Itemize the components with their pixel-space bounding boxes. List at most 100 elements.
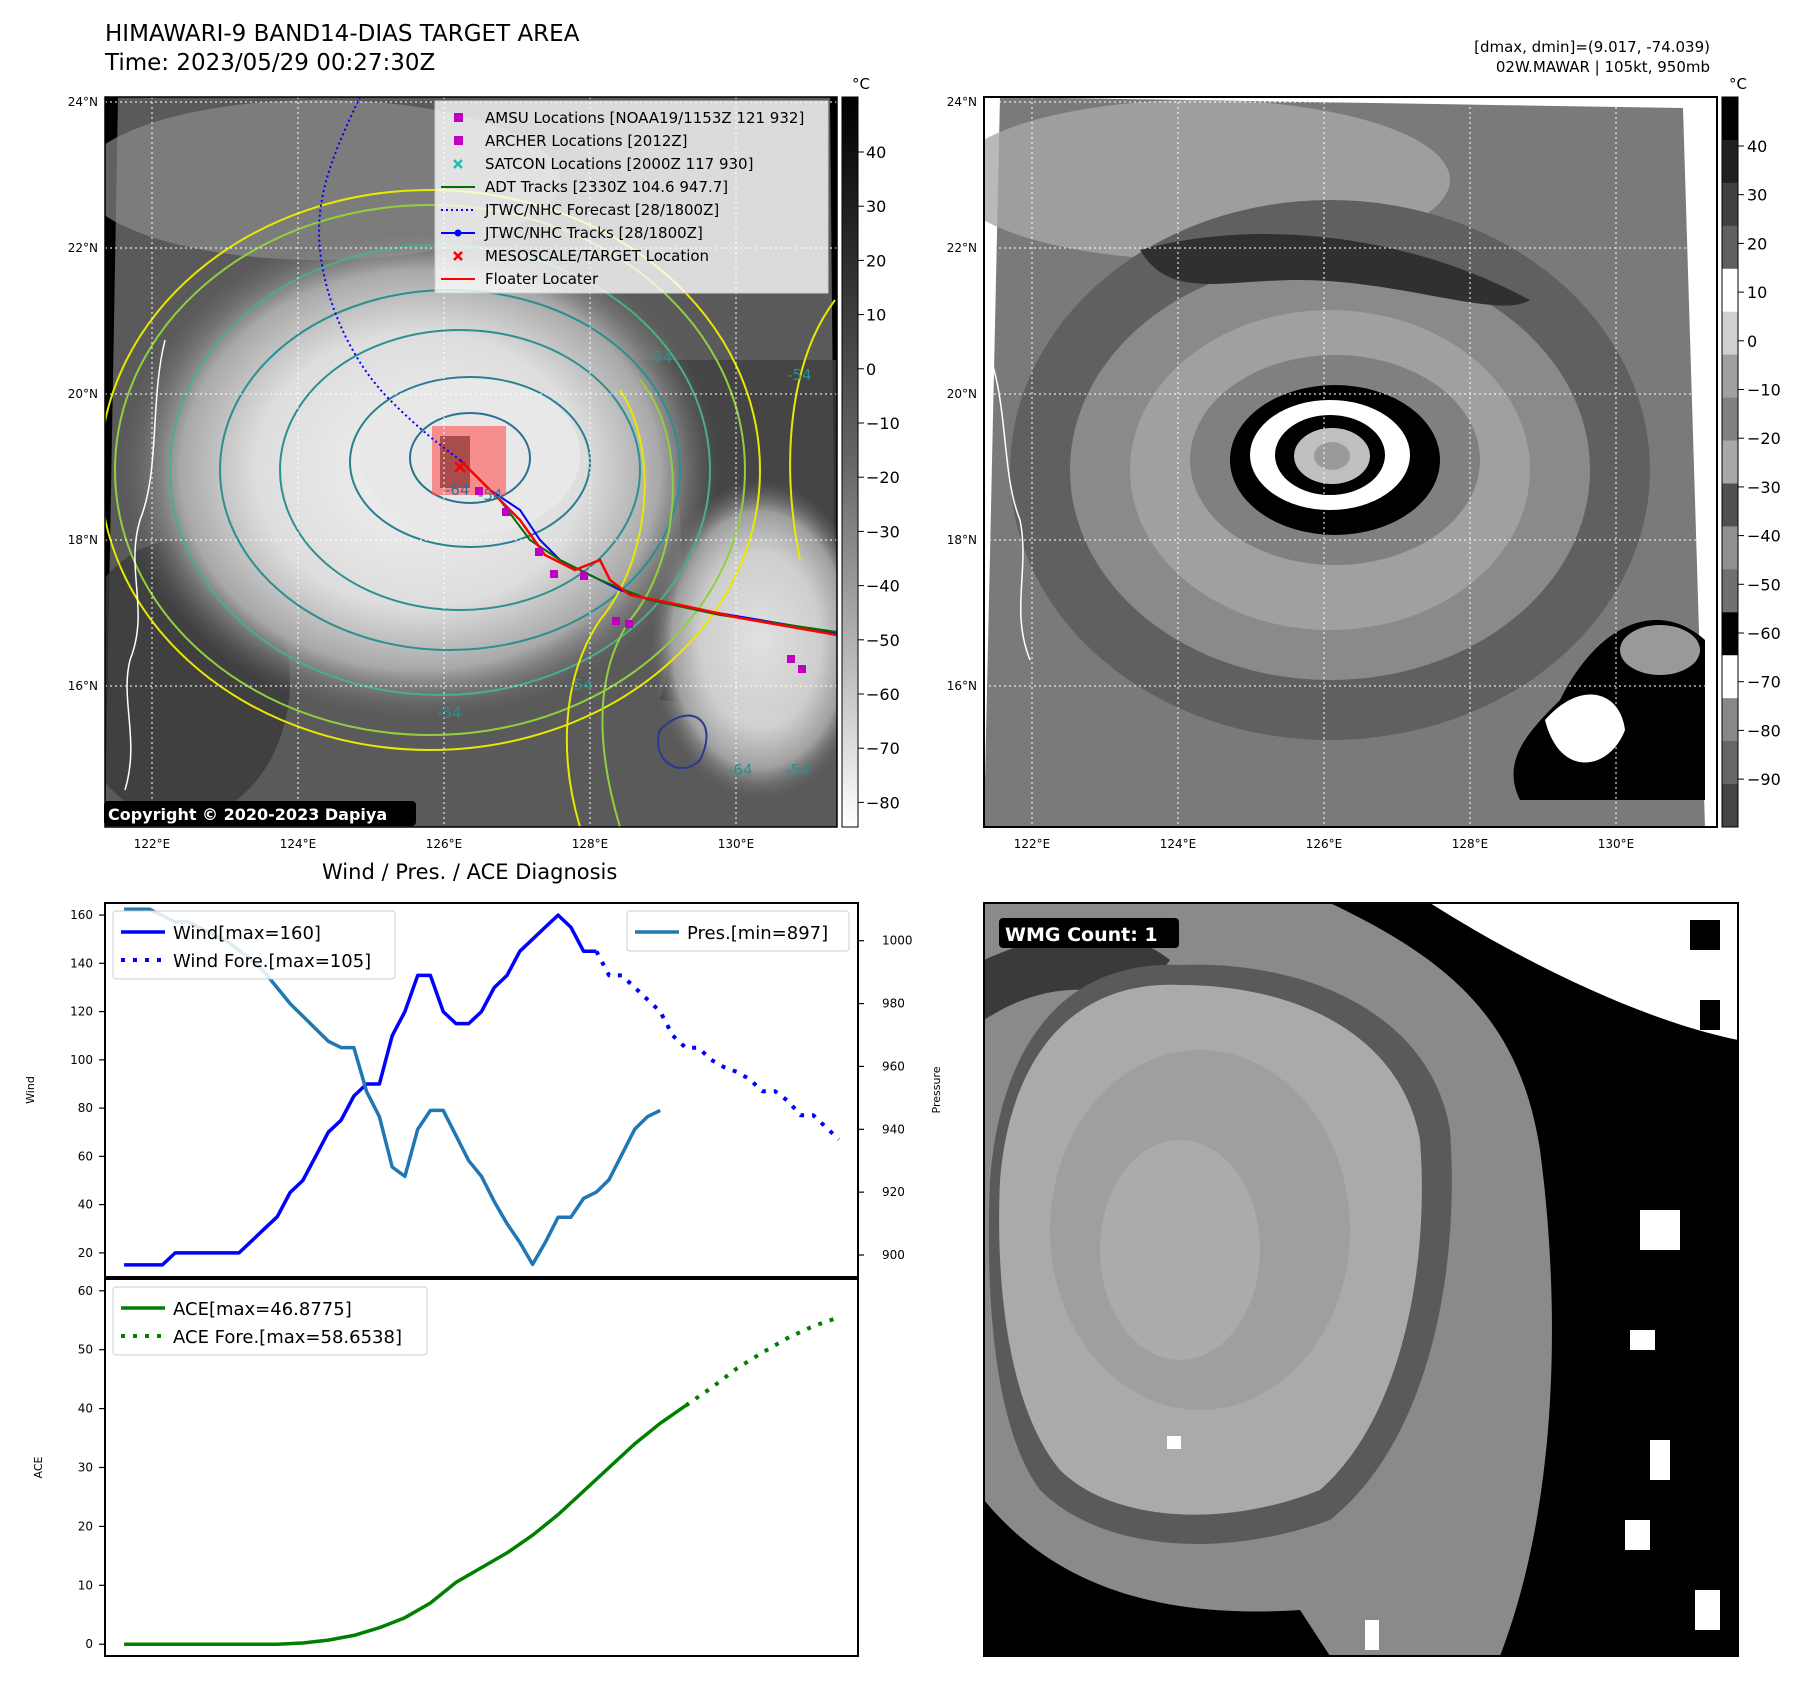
chart-legend-label: ACE Fore.[max=58.6538] [173,1327,402,1348]
colorbar2-tick: 0 [1747,332,1757,351]
colorbar1-unit: °C [852,75,870,93]
chart-legend-label: ACE[max=46.8775] [173,1299,352,1320]
y-tick-label: 40 [78,1402,93,1416]
series-line [124,913,597,1267]
colorbar1-tick: −70 [866,739,900,758]
contour-label: -54 [478,486,503,504]
colorbar-2: 40 30 20 10 0 −10 −20 −30 −40 −50 −60 −70 −80 −90 [1721,96,1781,828]
map-legend-entry: JTWC/NHC Forecast [28/1800Z] [441,201,719,219]
map-legend-label: Floater Locater [485,270,599,288]
map-legend-label: ADT Tracks [2330Z 104.6 947.7] [485,178,728,196]
colorbar1-tick: 0 [866,360,876,379]
map1-lon-label: 126°E [426,837,463,851]
y-tick-label: 20 [78,1246,93,1260]
colorbar-1: 40 30 20 10 0 −10 −20 −30 −40 −50 −60 −70 −80 [841,96,900,828]
map1-lat-label: 16°N [68,679,98,693]
ace-chart: 0 10 20 30 40 50 60 ACE ACE[max=46.8775] ACE For… [32,1278,859,1657]
map-legend-label: ARCHER Locations [2012Z] [485,132,688,150]
contour-label: -64 [728,761,753,779]
map2-lon-label: 126°E [1306,837,1343,851]
map-legend-entry: JTWC/NHC Tracks [28/1800Z] [441,224,703,242]
time-label: Time: 2023/05/29 00:27:30Z [105,50,436,76]
map-legend-entry: AMSU Locations [NOAA19/1153Z 121 932] [454,109,804,127]
map-legend-label: SATCON Locations [2000Z 117 930] [485,155,753,173]
contour-label: -54 [787,366,812,384]
y-tick-label: 40 [78,1198,93,1212]
map1-lat-label: 20°N [68,387,98,401]
map2-lat-label: 16°N [947,679,977,693]
copyright-label: Copyright © 2020-2023 Dapiya [108,805,387,824]
colorbar1-tick: −20 [866,468,900,487]
colorbar2-tick: 40 [1747,137,1767,156]
map-legend-label: AMSU Locations [NOAA19/1153Z 121 932] [485,109,804,127]
y-tick-label: 60 [78,1284,93,1298]
eye-closeup-panel: WMG Count: 1 [983,902,1739,1657]
wind-pressure-chart: 20 40 60 80 100 120 140 160 900 920 940 960 980 1000 W… [24,902,943,1278]
colorbar2-tick: −40 [1747,527,1781,546]
y-tick-label: 0 [85,1637,93,1651]
map-legend-label: JTWC/NHC Tracks [28/1800Z] [484,224,703,242]
contour-label: -54 [437,704,462,722]
map2-lat-label: 18°N [947,533,977,547]
wmg-count-badge: WMG Count: 1 [1005,924,1158,946]
colorbar2-tick: −90 [1747,770,1781,789]
colorbar1-tick: 20 [866,251,886,270]
y2-axis-label: Pressure [930,1066,943,1113]
y2-tick-label: 1000 [882,934,913,948]
colorbar1-tick: −30 [866,522,900,541]
y-tick-label: 80 [78,1101,93,1115]
series-line [124,1404,687,1646]
colorbar2-tick: −80 [1747,721,1781,740]
map2-lon-label: 124°E [1160,837,1197,851]
colorbar2-tick: −20 [1747,429,1781,448]
map-legend-entry: MESOSCALE/TARGET Location [453,247,709,265]
y-axis-label: Wind [24,1076,37,1104]
map-legend-label: MESOSCALE/TARGET Location [485,247,709,265]
map1-lat-label: 18°N [68,533,98,547]
page-title: HIMAWARI-9 BAND14-DIAS TARGET AREA [105,21,580,47]
map2-lon-label: 130°E [1598,837,1635,851]
contour-label: -54 [568,676,593,694]
storm-info-label: 02W.MAWAR | 105kt, 950mb [1495,58,1710,76]
y2-tick-label: 960 [882,1059,905,1073]
map1-lat-label: 24°N [68,95,98,109]
map-legend-label: JTWC/NHC Forecast [28/1800Z] [484,201,719,219]
colorbar1-tick: −60 [866,685,900,704]
colorbar1-tick: 40 [866,143,886,162]
map-legend-entry: ADT Tracks [2330Z 104.6 947.7] [441,178,728,196]
enhanced-ir-map-panel [983,96,1718,828]
contour-label: -64 [445,481,470,499]
map1-lon-label: 122°E [134,837,171,851]
colorbar2-tick: 10 [1747,283,1767,302]
chart-legend-label: Wind[max=160] [173,923,321,944]
y-axis-label: ACE [32,1456,45,1478]
y-tick-label: 60 [78,1149,93,1163]
y2-tick-label: 920 [882,1185,905,1199]
map2-lon-label: 122°E [1014,837,1051,851]
map2-lat-label: 24°N [947,95,977,109]
colorbar1-tick: 30 [866,197,886,216]
map-legend-entry: SATCON Locations [2000Z 117 930] [453,155,753,173]
map2-lat-label: 22°N [947,241,977,255]
colorbar2-tick: 30 [1747,186,1767,205]
map1-lon-label: 128°E [572,837,609,851]
map1-lon-label: 130°E [718,837,755,851]
map-legend-entry: Floater Locater [441,270,599,288]
colorbar2-tick: −50 [1747,575,1781,594]
y2-tick-label: 900 [882,1248,905,1262]
series-line [594,950,841,1141]
y-tick-label: 100 [70,1053,93,1067]
map-legend: AMSU Locations [NOAA19/1153Z 121 932] ARC… [434,100,829,294]
map2-lat-label: 20°N [947,387,977,401]
colorbar1-tick: −80 [866,793,900,812]
y-tick-label: 140 [70,956,93,970]
colorbar2-tick: 20 [1747,234,1767,253]
contour-label: -54 [648,348,673,366]
y2-tick-label: 980 [882,997,905,1011]
colorbar2-tick: −70 [1747,673,1781,692]
chart-title: Wind / Pres. / ACE Diagnosis [322,860,618,884]
y-tick-label: 20 [78,1519,93,1533]
colorbar1-tick: −10 [866,414,900,433]
colorbar2-tick: −30 [1747,478,1781,497]
